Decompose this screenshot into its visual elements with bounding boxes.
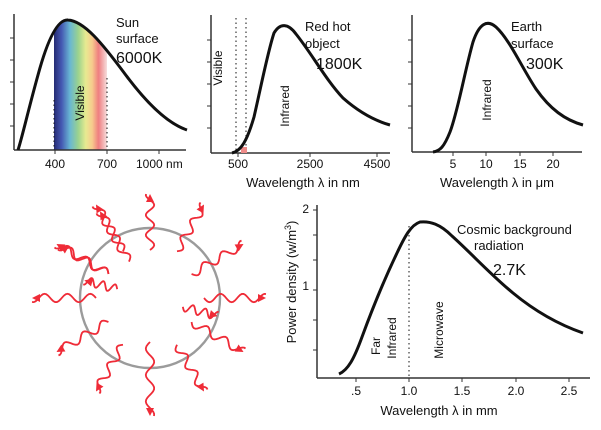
cosmic-infrared-label: Infrared — [385, 317, 399, 358]
red-hot-temperature: 1800K — [316, 56, 363, 73]
cosmic-y-tick-2: 2 — [302, 202, 309, 216]
radiation-arrowhead-10 — [56, 244, 66, 252]
radiation-arrowhead-8 — [56, 344, 66, 352]
sun-surface-panel: Visible Sun surface 6000K 400 700 1000 n… — [10, 14, 188, 171]
wavy-rays-group — [31, 193, 267, 417]
earth-x-tick-10: 10 — [479, 157, 493, 171]
radiation-ray-1 — [176, 201, 204, 253]
red-hot-visible-label: Visible — [211, 50, 225, 85]
cosmic-temperature: 2.7K — [493, 262, 526, 279]
red-hot-x-axis-title: Wavelength λ in nm — [246, 175, 360, 190]
sun-temperature: 6000K — [116, 50, 163, 67]
earth-x-tick-20: 20 — [546, 157, 560, 171]
radiation-ray-4 — [190, 321, 247, 352]
earth-title-line2: surface — [511, 36, 554, 51]
radiation-ray-9 — [31, 292, 97, 304]
radiation-ray-6 — [144, 341, 156, 417]
red-hot-visible-fill — [241, 147, 247, 153]
red-hot-x-tick-500: 500 — [228, 157, 248, 171]
red-hot-infrared-label: Infrared — [278, 85, 292, 126]
radiation-ray-15 — [82, 277, 119, 292]
cosmic-title-line2: radiation — [474, 238, 524, 253]
cosmic-y-axis-title-end: ) — [284, 221, 299, 225]
earth-surface-panel: Infrared Earth surface 300K 5 10 15 20 W… — [408, 15, 584, 190]
red-hot-object-panel: Visible Infrared Red hot object 1800K 50… — [207, 15, 391, 190]
radiation-arrowhead-12 — [100, 211, 108, 221]
cosmic-background-panel: Far Infrared Microwave Cosmic background… — [283, 202, 590, 418]
cosmic-x-tick-point5: .5 — [351, 384, 361, 398]
radiation-ray-12 — [95, 213, 132, 262]
radiation-ray-7 — [96, 343, 124, 395]
radiation-arrowhead-1 — [196, 204, 204, 214]
red-hot-spectrum-curve — [231, 24, 391, 155]
sun-visible-label: Visible — [73, 85, 87, 120]
radiating-body-illustration — [31, 193, 267, 417]
cosmic-far-label: Far — [369, 337, 383, 355]
earth-infrared-label: Infrared — [480, 79, 494, 120]
red-hot-y-ticks — [207, 39, 211, 129]
sun-x-ticks — [54, 150, 160, 154]
radiation-arrowhead-7 — [96, 382, 104, 392]
radiation-arrowhead-13 — [59, 246, 69, 254]
red-hot-title-line2: object — [305, 36, 340, 51]
radiation-arrowhead-2 — [234, 244, 244, 252]
sun-title-line2: surface — [116, 31, 159, 46]
radiation-arrowhead-11 — [96, 204, 104, 214]
radiation-ray-0 — [144, 193, 156, 251]
red-hot-x-tick-2500: 2500 — [297, 157, 324, 171]
radiation-arrowhead-15 — [84, 278, 94, 287]
sun-title-line1: Sun — [116, 15, 139, 30]
radiation-ray-3 — [203, 292, 267, 304]
cosmic-x-axis-title: Wavelength λ in mm — [380, 403, 497, 418]
cosmic-x-tick-1point5: 1.5 — [454, 384, 471, 398]
radiation-ray-13 — [57, 246, 110, 275]
cosmic-x-ticks — [355, 378, 570, 382]
cosmic-y-axis-title-main: Power density (w/m — [284, 230, 299, 343]
earth-x-tick-5: 5 — [450, 157, 457, 171]
sun-spectrum-curve — [16, 18, 188, 151]
radiation-ray-2 — [191, 239, 242, 277]
red-hot-title-line1: Red hot — [305, 19, 351, 34]
cosmic-y-ticks — [313, 209, 317, 351]
sun-x-tick-1000nm: 1000 nm — [136, 157, 183, 171]
sun-y-ticks — [10, 37, 14, 127]
radiation-arrowhead-14 — [208, 310, 218, 318]
radiation-arrowhead-6 — [146, 408, 154, 416]
red-hot-x-ticks — [237, 153, 378, 157]
sun-x-tick-400: 400 — [45, 157, 65, 171]
radiation-ray-8 — [58, 319, 109, 357]
cosmic-y-axis-title: Power density (w/m3) — [283, 221, 299, 344]
cosmic-x-tick-2: 2.0 — [508, 384, 525, 398]
radiation-arrowhead-3 — [258, 294, 266, 302]
radiation-ray-5 — [174, 344, 209, 390]
cosmic-y-tick-1: 1 — [302, 279, 309, 293]
radiation-arrowhead-5 — [196, 382, 204, 392]
radiation-arrowhead-0 — [146, 194, 154, 202]
cosmic-spectrum-curve — [338, 220, 584, 376]
earth-x-ticks — [452, 152, 554, 156]
earth-x-axis-title: Wavelength λ in μm — [440, 175, 554, 190]
cosmic-x-tick-1: 1.0 — [401, 384, 418, 398]
cosmic-x-tick-2point5: 2.5 — [561, 384, 578, 398]
earth-spectrum-curve — [432, 21, 584, 154]
earth-temperature: 300K — [526, 56, 564, 73]
radiation-arrowhead-9 — [32, 294, 40, 302]
radiation-arrowhead-4 — [234, 344, 244, 352]
cosmic-title-line1: Cosmic background — [457, 222, 572, 237]
earth-title-line1: Earth — [511, 19, 542, 34]
red-hot-x-tick-4500: 4500 — [364, 157, 391, 171]
cosmic-microwave-label: Microwave — [432, 301, 446, 359]
earth-y-ticks — [408, 39, 412, 129]
sun-x-tick-700: 700 — [97, 157, 117, 171]
cosmic-y-axis-title-superscript: 3 — [283, 225, 293, 230]
earth-x-tick-15: 15 — [513, 157, 527, 171]
radiation-ray-14 — [181, 304, 220, 320]
